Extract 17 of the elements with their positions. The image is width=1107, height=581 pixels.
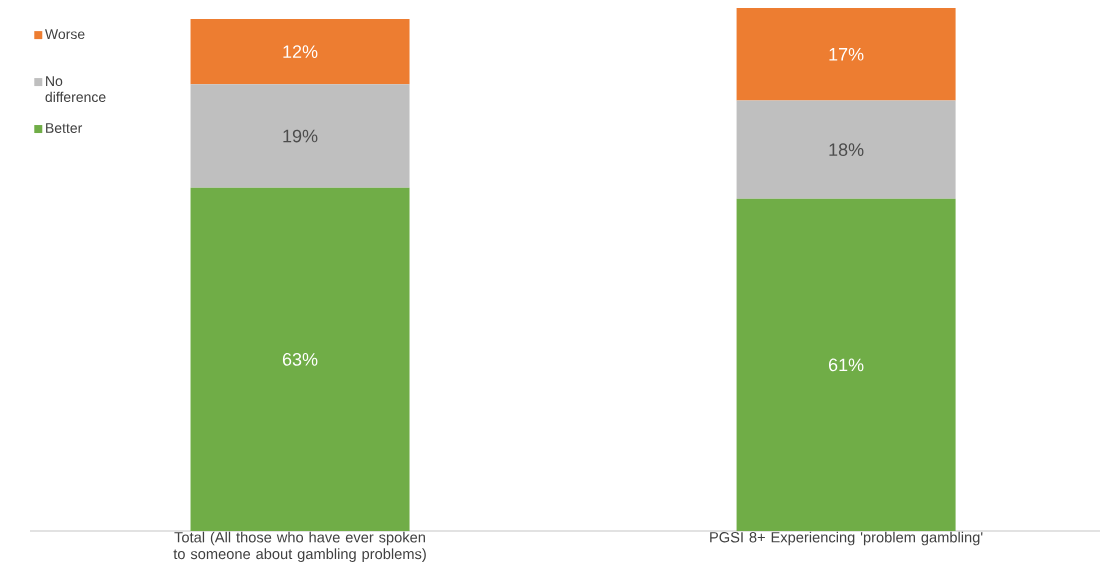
data-label: 18% xyxy=(829,143,864,157)
bar xyxy=(190,187,410,531)
legend-label: Better xyxy=(46,123,83,133)
bar xyxy=(190,84,410,188)
data-label: 19% xyxy=(283,129,318,143)
bar xyxy=(736,100,956,199)
data-label: 17% xyxy=(829,48,864,61)
bar xyxy=(736,198,956,531)
bar xyxy=(190,18,410,85)
x-tick-label: PGSI 8+ Experiencing 'problem gambling' xyxy=(710,531,983,546)
data-label: 12% xyxy=(283,45,318,58)
bar xyxy=(736,8,956,101)
data-label: 61% xyxy=(828,358,864,372)
data-label: 63% xyxy=(282,353,318,366)
x-tick-label: Total (All those who have ever spoken to someone about gambling problems) xyxy=(173,531,426,563)
legend-label: No difference xyxy=(45,76,106,103)
legend-label: Worse xyxy=(45,29,85,40)
